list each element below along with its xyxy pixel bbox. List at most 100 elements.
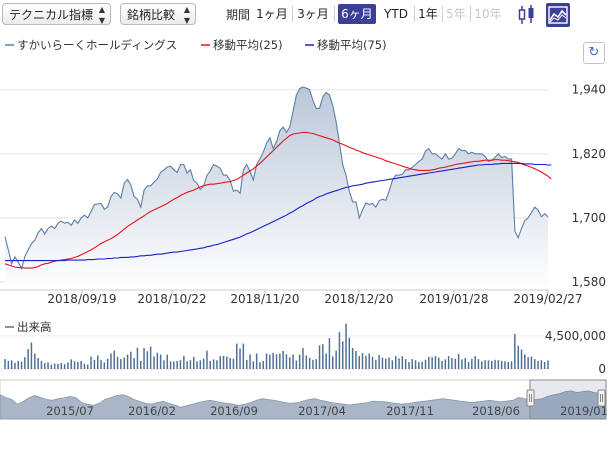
volume-bar [540,360,543,369]
volume-bar [428,356,430,369]
volume-bar [179,360,182,369]
volume-bar [391,360,394,369]
volume-bar [40,360,43,369]
volume-bar [90,356,92,369]
volume-bar [418,362,420,369]
volume-bar [312,359,314,369]
volume-bar [47,362,49,369]
volume-bar [143,348,145,369]
volume-bar [183,355,185,370]
volume-bar [262,360,264,369]
volume-bar [34,353,36,369]
range-1-month-button[interactable]: 1ヶ月 [256,7,288,21]
price-area [5,87,548,290]
volume-bar [212,359,215,369]
x-tick-label: 2018/11/20 [230,292,299,306]
navigator-panel[interactable]: 2015/07 2016/02 2016/09 2017/04 2017/11 2018/… [0,379,608,420]
navigator-handle[interactable] [597,389,606,407]
volume-bar [524,354,526,369]
volume-bar [530,356,533,369]
volume-bar [543,362,546,369]
volume-bar [292,354,294,369]
stock-chart: 1,580 1,700 1,820 1,940 2018/09/19 2018/10/2… [0,30,612,451]
volume-bar [259,362,261,369]
volume-bar [451,358,453,369]
volume-bar [24,357,26,369]
volume-bar [348,337,351,369]
volume-bar [434,356,437,369]
volume-legend-label: 出来高 [17,320,52,334]
compare-stocks-select[interactable]: 銘柄比較 ▲ ▼ [120,3,196,25]
volume-bar [464,358,466,369]
volume-bar [401,356,404,369]
volume-bar [106,358,109,369]
navigator-tick-label: 2018/06 [472,404,520,418]
navigator-tick-label: 2017/04 [298,404,346,418]
volume-bar [265,353,268,369]
range-divider [470,6,471,22]
volume-bar [275,354,278,369]
volume-bar [169,361,172,369]
volume-bar [497,360,500,369]
volume-bar [4,359,6,369]
volume-bar [487,360,490,369]
range-6-month-button[interactable]: 6ヶ月 [338,4,376,24]
volume-bar [338,332,341,369]
volume-bar [202,358,205,369]
volume-bar [73,361,76,369]
volume-bar [335,350,337,369]
volume-bar [249,354,251,369]
y-tick-label: 1,700 [572,211,606,225]
navigator-area [0,390,607,420]
volume-bar [229,358,231,369]
navigator-handle[interactable] [526,389,535,407]
x-tick-label: 2019/02/27 [513,292,582,306]
volume-bar [189,360,192,369]
volume-bar [193,356,195,369]
volume-bar [27,349,29,369]
ma75-line [5,162,552,262]
volume-bar [438,357,440,369]
volume-bar [385,358,387,369]
volume-bar [166,354,168,369]
volume-bar [345,323,347,369]
volume-bar [537,360,539,369]
navigator-tick-label: 2017/11 [386,404,434,418]
volume-bar [130,351,132,369]
line-chart-icon[interactable] [546,3,570,27]
volume-bar [520,349,523,369]
volume-bar [431,357,433,369]
navigator-tick-label: 2016/02 [128,404,176,418]
range-3-month-button[interactable]: 3ヶ月 [297,7,329,21]
reset-zoom-icon[interactable]: ↻ [583,42,605,64]
volume-bar [404,359,407,369]
volume-bar [507,362,509,369]
volume-bar [358,356,360,369]
volume-bar [100,360,102,369]
volume-bar [20,361,23,369]
volume-bar [534,359,536,369]
volume-bar [209,360,211,369]
volume-bar [381,357,384,369]
volume-bar [163,360,165,369]
volume-bar [457,353,460,369]
volume-bar [70,359,72,369]
volume-bar [279,353,281,369]
y-tick-label: 1,940 [572,83,606,97]
range-ytd-button[interactable]: YTD [384,7,408,21]
volume-bar [242,343,245,369]
volume-bar [146,351,149,369]
volume-bar [408,362,410,369]
volume-bar [514,334,516,369]
candlestick-icon[interactable] [516,3,540,27]
volume-bar [424,359,427,369]
price-line [4,86,549,271]
select-arrows-icon: ▲ ▼ [183,5,190,25]
volume-bar [77,362,79,369]
volume-bar [467,362,470,369]
range-1-year-button[interactable]: 1年 [418,7,438,21]
technical-indicator-select[interactable]: テクニカル指標 ▲ ▼ [2,3,111,25]
volume-bar [37,358,39,369]
compare-stocks-select-label: 銘柄比較 [127,8,176,22]
volume-bar [83,363,86,369]
